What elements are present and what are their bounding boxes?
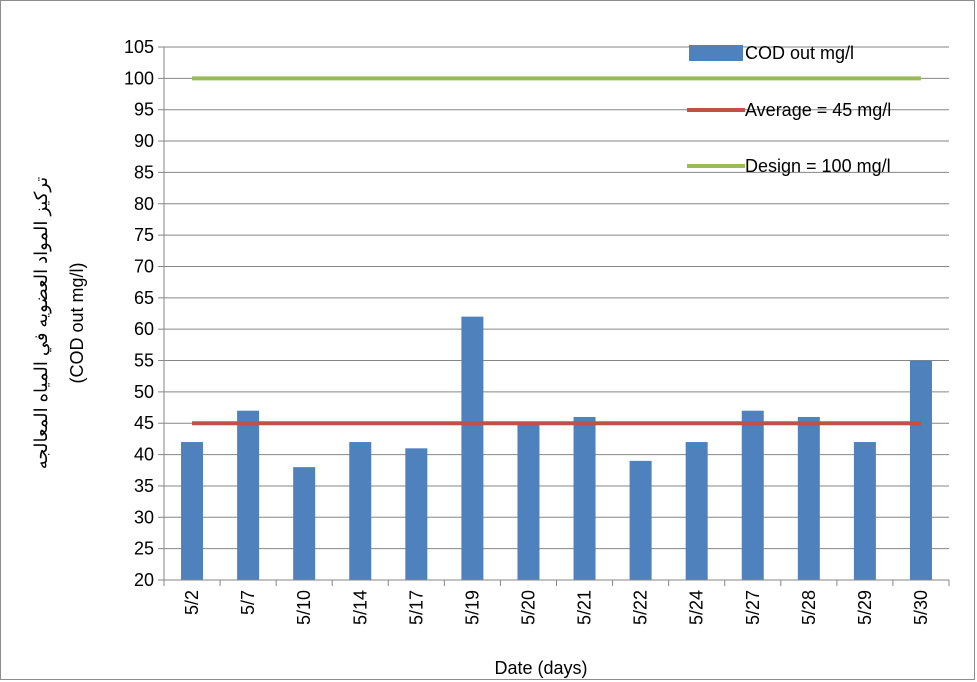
x-tick-label-5/30: 5/30 xyxy=(911,590,931,625)
bar-5/10 xyxy=(293,467,316,580)
y-tick-label-80: 80 xyxy=(134,194,154,214)
y-tick-label-95: 95 xyxy=(134,100,154,120)
legend-label-1: Average = 45 mg/l xyxy=(745,100,891,120)
bar-5/19 xyxy=(461,316,484,580)
bar-5/7 xyxy=(237,410,260,580)
bar-5/14 xyxy=(349,442,372,580)
bar-5/21 xyxy=(573,416,596,580)
legend-label-0: COD out mg/l xyxy=(745,43,854,63)
axes xyxy=(163,47,949,581)
y-tick-label-50: 50 xyxy=(134,382,154,402)
legend: COD out mg/l Average = 45 mg/l Design = 10… xyxy=(687,43,891,176)
y-tick-label-60: 60 xyxy=(134,319,154,339)
legend-swatch-0 xyxy=(689,45,743,61)
bar-5/22 xyxy=(629,460,652,580)
x-tick-label-5/21: 5/21 xyxy=(575,590,595,625)
bars xyxy=(181,316,932,580)
x-tick-label-5/14: 5/14 xyxy=(350,590,370,625)
y-tick-label-55: 55 xyxy=(134,351,154,371)
y-axis-title-arabic: تركيز المواد العضويه في المياه المعالجه xyxy=(31,177,52,469)
x-tick-label-5/17: 5/17 xyxy=(406,590,426,625)
reference-lines xyxy=(192,76,921,426)
y-tick-label-70: 70 xyxy=(134,256,154,276)
x-tick-label-5/28: 5/28 xyxy=(799,590,819,625)
y-tick-label-40: 40 xyxy=(134,445,154,465)
y-tick-label-85: 85 xyxy=(134,162,154,182)
y-tick-label-35: 35 xyxy=(134,476,154,496)
y-tick-label-90: 90 xyxy=(134,131,154,151)
y-tick-label-45: 45 xyxy=(134,413,154,433)
legend-label-2: Design = 100 mg/l xyxy=(745,156,891,176)
x-tick-label-5/22: 5/22 xyxy=(631,590,651,625)
x-tick-label-5/19: 5/19 xyxy=(462,590,482,625)
x-tick-label-5/20: 5/20 xyxy=(518,590,538,625)
y-tick-labels: 20 25 30 35 40 45 50 55 60 65 70 75 80 85 90 95 100 105 xyxy=(124,37,154,590)
y-tick-label-105: 105 xyxy=(124,37,154,57)
x-tick-label-5/2: 5/2 xyxy=(182,590,202,615)
y-tick-label-20: 20 xyxy=(134,570,154,590)
gridlines xyxy=(158,46,949,581)
x-tick-label-5/24: 5/24 xyxy=(687,590,707,625)
x-tick-label-5/10: 5/10 xyxy=(294,590,314,625)
y-axis-title-unit: (COD out mg/l) xyxy=(67,262,87,383)
y-tick-label-75: 75 xyxy=(134,225,154,245)
bar-5/24 xyxy=(685,442,708,580)
bar-5/2 xyxy=(181,442,204,580)
x-axis-title: Date (days) xyxy=(494,658,587,678)
y-tick-label-30: 30 xyxy=(134,507,154,527)
x-tick-labels: 5/2 5/7 5/10 5/14 5/17 5/19 5/20 5/21 5/22 5/24 5/… xyxy=(163,580,950,625)
y-tick-label-100: 100 xyxy=(124,68,154,88)
y-tick-label-25: 25 xyxy=(134,539,154,559)
bar-5/27 xyxy=(741,410,764,580)
x-tick-label-5/27: 5/27 xyxy=(743,590,763,625)
bar-5/30 xyxy=(909,360,932,580)
bar-5/29 xyxy=(853,442,876,580)
bar-5/17 xyxy=(405,448,428,580)
x-tick-label-5/7: 5/7 xyxy=(238,590,258,615)
bar-5/28 xyxy=(797,416,820,580)
x-tick-label-5/29: 5/29 xyxy=(855,590,875,625)
bar-5/20 xyxy=(517,423,540,580)
y-tick-label-65: 65 xyxy=(134,288,154,308)
